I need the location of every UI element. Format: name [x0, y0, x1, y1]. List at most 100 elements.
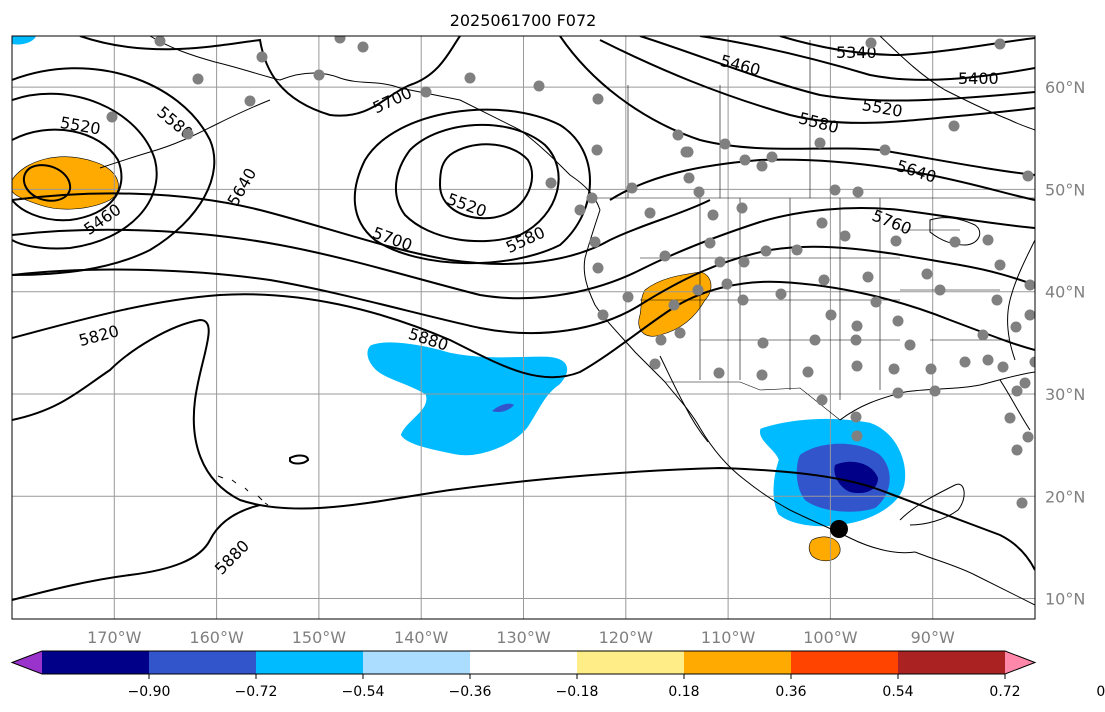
map-gridlines: [12, 36, 1035, 619]
colorbar-outline: [10, 650, 1037, 675]
station-marker: [192, 73, 204, 85]
station-marker: [574, 204, 586, 216]
station-marker: [756, 369, 768, 381]
contour-5520-pacific-west: [12, 128, 123, 222]
station-marker: [991, 294, 1003, 306]
colorbar-segment: [256, 651, 364, 674]
florida: [999, 379, 1031, 431]
longitude-tick-label: 160°W: [189, 628, 244, 647]
latitude-tick-label: 40°N: [1045, 283, 1085, 302]
station-marker: [545, 177, 557, 189]
anomaly-shading: [12, 36, 907, 562]
station-marker: [760, 245, 772, 257]
colorbar-segment: [898, 651, 1006, 674]
longitude-tick-label: 130°W: [496, 628, 551, 647]
station-marker: [692, 284, 704, 296]
station-marker: [818, 274, 830, 286]
station-marker: [982, 354, 994, 366]
station-marker: [775, 288, 787, 300]
station-marker: [1004, 412, 1016, 424]
station-marker: [591, 144, 603, 156]
station-marker: [420, 86, 432, 98]
colorbar-segment: [149, 651, 257, 674]
station-marker: [464, 72, 476, 84]
contour-5640-low: [353, 108, 591, 265]
colorbar-tick-label: 0.90: [1096, 684, 1105, 700]
longitude-tick-label: 90°W: [911, 628, 955, 647]
station-marker: [1022, 170, 1034, 182]
colorbar-tick-label: 0.36: [775, 684, 806, 700]
station-marker: [959, 356, 971, 368]
station-marker: [851, 320, 863, 332]
colorbar-tick-label: −0.72: [235, 684, 278, 700]
station-marker: [888, 363, 900, 375]
station-marker: [622, 291, 634, 303]
colorbar-segment: [577, 651, 685, 674]
contour-5820-ridge: [12, 245, 1035, 335]
station-marker: [851, 430, 863, 442]
station-marker: [997, 361, 1009, 373]
station-marker: [994, 259, 1006, 271]
station-marker: [1019, 377, 1031, 389]
colorbar-segment: [363, 651, 471, 674]
longitude-labels: 170°W 160°W 150°W 140°W 130°W 120°W 110°W 100°W…: [87, 628, 955, 647]
contour-5880-trough-loop: [12, 504, 261, 601]
station-marker: [626, 182, 638, 194]
station-marker: [256, 51, 268, 63]
longitude-tick-label: 120°W: [599, 628, 654, 647]
station-marker: [704, 237, 716, 249]
contour-5700-main: [79, 36, 461, 117]
latitude-tick-label: 30°N: [1045, 385, 1085, 404]
station-marker: [839, 230, 851, 242]
station-marker: [182, 128, 194, 140]
contour-5520-low: [438, 143, 534, 220]
longitude-tick-label: 110°W: [701, 628, 756, 647]
station-marker: [719, 138, 731, 150]
colorbar-tick-label: −0.90: [128, 684, 171, 700]
station-marker: [649, 358, 661, 370]
colorbar-tick-label: 0.54: [882, 684, 913, 700]
positive-anomaly-south-mexico: [808, 536, 841, 562]
central-america: [914, 551, 1035, 606]
station-marker: [106, 111, 118, 123]
contour-label: 5400: [958, 69, 999, 88]
station-marker: [756, 160, 768, 172]
station-marker: [680, 146, 692, 158]
colorbar-extend-high: [1005, 651, 1035, 674]
hudson-coast: [879, 36, 1035, 131]
station-marker: [890, 235, 902, 247]
station-marker: [929, 385, 941, 397]
contour-hawaii-ring: [289, 454, 310, 465]
contour-5640-east: [609, 158, 1035, 201]
station-marker: [850, 411, 862, 423]
station-marker: [809, 334, 821, 346]
station-marker: [949, 236, 961, 248]
latitude-tick-label: 50°N: [1045, 180, 1085, 199]
station-marker: [870, 296, 882, 308]
station-marker: [934, 284, 946, 296]
colorbar-segment: [684, 651, 792, 674]
station-marker: [766, 151, 778, 163]
station-marker: [693, 186, 705, 198]
longitude-tick-label: 170°W: [87, 628, 142, 647]
latitude-tick-label: 10°N: [1045, 590, 1085, 609]
station-marker: [816, 217, 828, 229]
latitude-labels: 10°N 20°N 30°N 40°N 50°N 60°N: [1045, 78, 1085, 608]
latitude-tick-label: 60°N: [1045, 78, 1085, 97]
hawaii: [217, 475, 269, 506]
station-marker: [739, 154, 751, 166]
station-marker: [589, 236, 601, 248]
station-marker: [850, 334, 862, 346]
station-marker: [1011, 444, 1023, 456]
station-marker: [313, 69, 325, 81]
station-marker: [791, 244, 803, 256]
station-marker: [814, 137, 826, 149]
station-marker: [736, 202, 748, 214]
colorbar-tick-label: −0.54: [342, 684, 385, 700]
station-marker: [721, 278, 733, 290]
contour-5460-pacific: [22, 164, 72, 202]
station-marker: [862, 271, 874, 283]
station-marker: [1029, 356, 1035, 368]
station-marker: [802, 366, 814, 378]
